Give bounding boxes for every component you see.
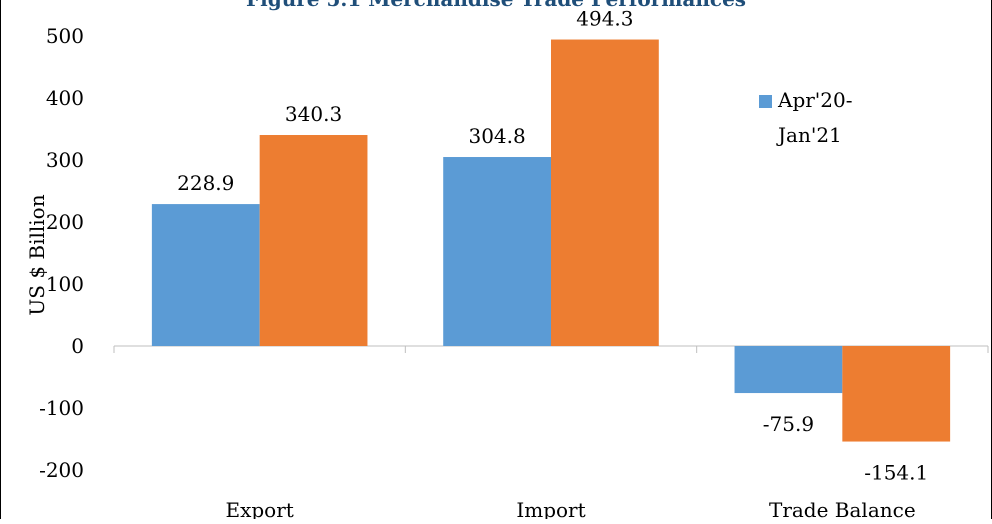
y-tick-label: -100 [39, 396, 84, 420]
bar-series-2 [551, 39, 659, 347]
data-label: -75.9 [763, 412, 814, 436]
bars [151, 39, 951, 442]
y-axis-label: US $ Billion [25, 194, 49, 315]
data-labels: 228.9 340.3 304.8 494.3 -75.9 -154.1 [177, 7, 928, 485]
y-tick-label: -200 [39, 458, 84, 482]
y-tick-label: 300 [46, 148, 84, 172]
legend: Apr'20- Jan'21 [759, 88, 853, 147]
category-label: Import [516, 498, 585, 519]
legend-label-line-2: Jan'21 [776, 123, 842, 147]
y-tick-label: 400 [46, 86, 84, 110]
y-tick-label: 200 [46, 210, 84, 234]
bar-series-2 [842, 346, 951, 442]
data-label: 304.8 [468, 124, 525, 148]
data-label: -154.1 [864, 461, 928, 485]
legend-swatch-series-1 [759, 95, 772, 108]
chart-title: Figure 5.1 Merchandise Trade Performance… [246, 0, 746, 11]
legend-label-line-1: Apr'20- [777, 88, 853, 112]
y-tick-label: 500 [46, 24, 84, 48]
data-label: 228.9 [177, 171, 234, 195]
data-label: 340.3 [285, 102, 342, 126]
bar-series-1 [151, 204, 260, 346]
bar-series-2 [259, 135, 368, 346]
y-tick-label: 100 [46, 272, 84, 296]
y-tick-label: 0 [71, 334, 84, 358]
category-label: Export [226, 498, 294, 519]
category-label: Trade Balance [769, 498, 916, 519]
bar-series-1 [443, 157, 551, 346]
bar-series-1 [734, 346, 843, 394]
data-label: 494.3 [576, 7, 633, 31]
